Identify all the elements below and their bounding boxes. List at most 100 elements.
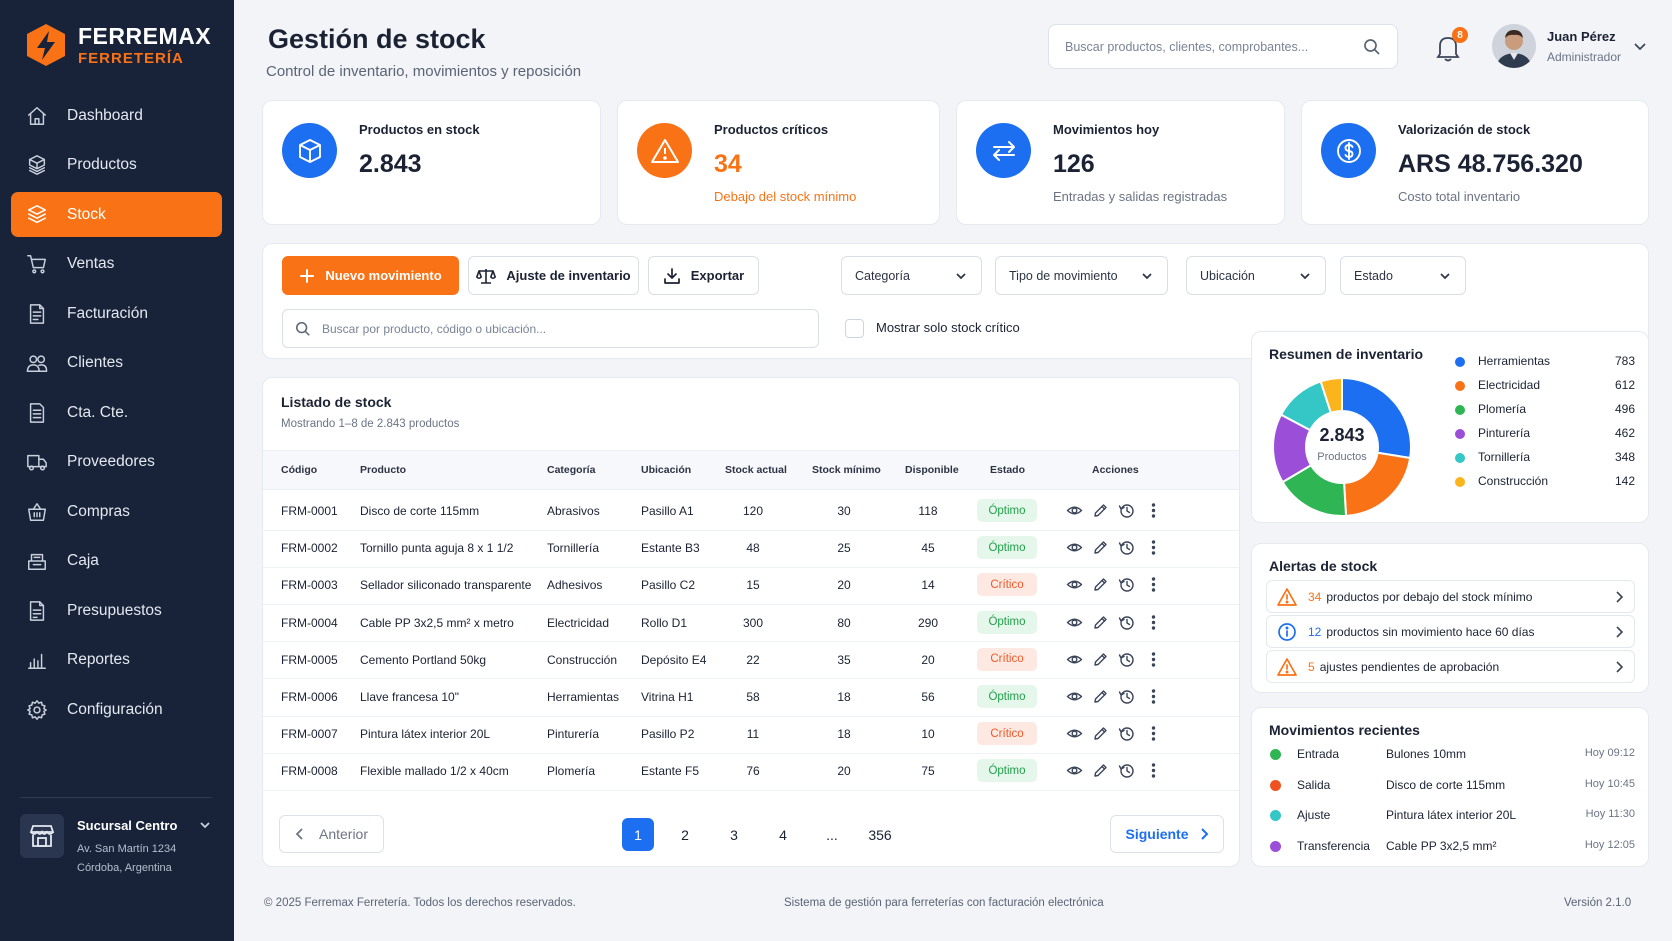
view-icon[interactable] [1066, 651, 1083, 668]
logo[interactable]: FERREMAX FERRETERÍA [24, 22, 211, 68]
movement-product: Cable PP 3x2,5 mm² [1386, 838, 1497, 853]
avatar[interactable] [1492, 24, 1536, 68]
column-header[interactable]: Stock actual [725, 464, 787, 476]
history-icon[interactable] [1118, 725, 1135, 742]
stock-search-input[interactable]: Buscar por producto, código o ubicación.… [282, 309, 819, 348]
movement-type-filter[interactable]: Tipo de movimiento [995, 256, 1168, 295]
more-icon[interactable] [1145, 762, 1162, 779]
stock-alerts-panel: Alertas de stock 34 productos por debajo … [1251, 543, 1649, 693]
alert-count: 5 [1308, 659, 1315, 674]
edit-icon[interactable] [1092, 688, 1109, 705]
more-icon[interactable] [1145, 651, 1162, 668]
table-row[interactable]: FRM-0004 Cable PP 3x2,5 mm² x metro Electr… [263, 603, 1239, 643]
edit-icon[interactable] [1092, 539, 1109, 556]
edit-icon[interactable] [1092, 502, 1109, 519]
page-button[interactable]: 1 [622, 818, 654, 851]
sidebar-item-presupuestos[interactable]: Presupuestos [11, 588, 222, 633]
sidebar-item-productos[interactable]: Productos [11, 143, 222, 188]
sidebar-item-ventas[interactable]: Ventas [11, 242, 222, 287]
sidebar-item-stock[interactable]: Stock [11, 192, 222, 237]
table-row[interactable]: FRM-0005 Cemento Portland 50kg Construcció… [263, 640, 1239, 680]
movement-item[interactable]: Salida Disco de corte 115mm Hoy 10:45 [1270, 777, 1635, 797]
sidebar-item-cta-cte[interactable]: Cta. Cte. [11, 390, 222, 435]
page-button[interactable]: 3 [730, 826, 738, 843]
movement-item[interactable]: Ajuste Pintura látex interior 20L Hoy 11:3… [1270, 807, 1635, 827]
next-page-button[interactable]: Siguiente [1110, 815, 1224, 853]
edit-icon[interactable] [1092, 725, 1109, 742]
more-icon[interactable] [1145, 502, 1162, 519]
donut-slice-construcción[interactable] [1319, 376, 1343, 415]
sidebar-item-facturación[interactable]: Facturación [11, 291, 222, 336]
cell-available: 56 [921, 690, 935, 704]
table-row[interactable]: FRM-0002 Tornillo punta aguja 8 x 1 1/2 To… [263, 528, 1239, 568]
view-icon[interactable] [1066, 725, 1083, 742]
sidebar-item-configuración[interactable]: Configuración [11, 687, 222, 732]
view-icon[interactable] [1066, 762, 1083, 779]
column-header[interactable]: Producto [360, 464, 407, 476]
view-icon[interactable] [1066, 688, 1083, 705]
column-header[interactable]: Ubicación [641, 464, 692, 476]
more-icon[interactable] [1145, 539, 1162, 556]
alert-item[interactable]: 12 productos sin movimiento hace 60 días [1266, 615, 1635, 648]
critical-only-checkbox[interactable] [845, 319, 864, 338]
column-header[interactable]: Código [281, 464, 318, 476]
view-icon[interactable] [1066, 576, 1083, 593]
column-header[interactable]: Estado [990, 464, 1026, 476]
edit-icon[interactable] [1092, 576, 1109, 593]
table-row[interactable]: FRM-0001 Disco de corte 115mm Abrasivos Pas… [263, 491, 1239, 531]
history-icon[interactable] [1118, 576, 1135, 593]
alert-item[interactable]: 5 ajustes pendientes de aprobación [1266, 650, 1635, 683]
edit-icon[interactable] [1092, 651, 1109, 668]
sidebar-item-caja[interactable]: Caja [11, 539, 222, 584]
history-icon[interactable] [1118, 688, 1135, 705]
sidebar-item-compras[interactable]: Compras [11, 489, 222, 534]
column-header[interactable]: Disponible [905, 464, 959, 476]
sidebar-item-reportes[interactable]: Reportes [11, 638, 222, 683]
branch-selector[interactable]: Sucursal Centro Av. San Martín 1234 Córd… [20, 814, 220, 894]
more-icon[interactable] [1145, 725, 1162, 742]
category-filter[interactable]: Categoría [841, 256, 982, 295]
edit-icon[interactable] [1092, 614, 1109, 631]
page-button[interactable]: 356 [868, 826, 892, 843]
status-filter[interactable]: Estado [1340, 256, 1466, 295]
history-icon[interactable] [1118, 502, 1135, 519]
inventory-adjust-button[interactable]: Ajuste de inventario [468, 256, 639, 295]
table-row[interactable]: FRM-0003 Sellador siliconado transparente… [263, 565, 1239, 605]
cell-stock: 300 [742, 615, 764, 630]
history-icon[interactable] [1118, 651, 1135, 668]
export-button[interactable]: Exportar [648, 256, 759, 295]
table-row[interactable]: FRM-0008 Flexible mallado 1/2 x 40cm Plome… [263, 751, 1239, 791]
donut-slice-herramientas[interactable] [1341, 376, 1412, 460]
view-icon[interactable] [1066, 502, 1083, 519]
column-header[interactable]: Categoría [547, 464, 596, 476]
view-icon[interactable] [1066, 614, 1083, 631]
alert-item[interactable]: 34 productos por debajo del stock mínimo [1266, 580, 1635, 613]
sidebar-item-dashboard[interactable]: Dashboard [11, 93, 222, 138]
branch-name: Sucursal Centro [77, 818, 178, 833]
history-icon[interactable] [1118, 614, 1135, 631]
movement-item[interactable]: Transferencia Cable PP 3x2,5 mm² Hoy 12:05 [1270, 838, 1635, 858]
global-search-input[interactable]: Buscar productos, clientes, comprobantes… [1048, 24, 1398, 69]
new-movement-button[interactable]: Nuevo movimiento [282, 256, 459, 295]
more-icon[interactable] [1145, 614, 1162, 631]
table-row[interactable]: FRM-0006 Llave francesa 10" Herramientas Vi… [263, 677, 1239, 717]
movement-item[interactable]: Entrada Bulones 10mm Hoy 09:12 [1270, 746, 1635, 766]
location-filter[interactable]: Ubicación [1186, 256, 1326, 295]
chevron-down-icon[interactable] [1632, 38, 1648, 54]
page-button[interactable]: 2 [681, 826, 689, 843]
bell-icon[interactable] [1434, 33, 1462, 63]
more-icon[interactable] [1145, 576, 1162, 593]
prev-page-button[interactable]: Anterior [279, 815, 384, 853]
edit-icon[interactable] [1092, 762, 1109, 779]
sidebar-item-clientes[interactable]: Clientes [11, 341, 222, 386]
sidebar-item-proveedores[interactable]: Proveedores [11, 440, 222, 485]
page-button[interactable]: 4 [779, 826, 787, 843]
view-icon[interactable] [1066, 539, 1083, 556]
history-icon[interactable] [1118, 539, 1135, 556]
history-icon[interactable] [1118, 762, 1135, 779]
column-header[interactable]: Acciones [1092, 464, 1139, 476]
legend-dot [1455, 429, 1465, 439]
more-icon[interactable] [1145, 688, 1162, 705]
table-row[interactable]: FRM-0007 Pintura látex interior 20L Pintur… [263, 714, 1239, 754]
column-header[interactable]: Stock mínimo [812, 464, 881, 476]
